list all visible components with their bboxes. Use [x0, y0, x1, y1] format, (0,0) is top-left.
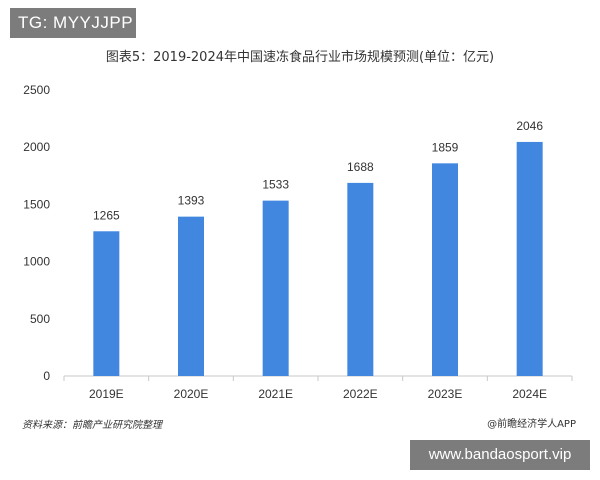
x-tick-label: 2019E	[89, 387, 124, 401]
data-label: 1393	[178, 194, 205, 208]
url-badge: www.bandaosport.vip	[410, 440, 590, 470]
data-label: 1859	[432, 140, 459, 154]
y-tick-label: 2000	[23, 140, 50, 154]
x-tick-label: 2020E	[174, 387, 209, 401]
telegram-badge: TG: MYYJJPP	[10, 8, 136, 38]
chart-title: 图表5：2019-2024年中国速冻食品行业市场规模预测(单位：亿元)	[105, 50, 495, 65]
bar-2019E	[93, 231, 120, 376]
y-tick-label: 0	[43, 369, 50, 383]
x-tick-label: 2023E	[428, 387, 463, 401]
y-tick-label: 1000	[23, 255, 50, 269]
x-tick-label: 2021E	[258, 387, 293, 401]
x-tick-label: 2024E	[512, 387, 547, 401]
data-label: 1265	[93, 208, 120, 222]
source-note: 资料来源：前瞻产业研究院整理	[22, 420, 162, 431]
x-tick-label: 2022E	[343, 387, 378, 401]
y-tick-label: 2500	[23, 83, 50, 97]
y-tick-label: 500	[30, 312, 50, 326]
data-label: 2046	[516, 119, 543, 133]
bar-2022E	[347, 182, 374, 376]
credit-note: @前瞻经济学人APP	[487, 419, 576, 430]
bar-2023E	[432, 163, 458, 376]
bar-2024E	[516, 141, 543, 376]
data-label: 1688	[347, 160, 374, 174]
y-tick-label: 1500	[23, 197, 50, 211]
bar-2021E	[262, 200, 289, 376]
bar-2020E	[178, 216, 204, 376]
data-label: 1533	[262, 178, 289, 192]
